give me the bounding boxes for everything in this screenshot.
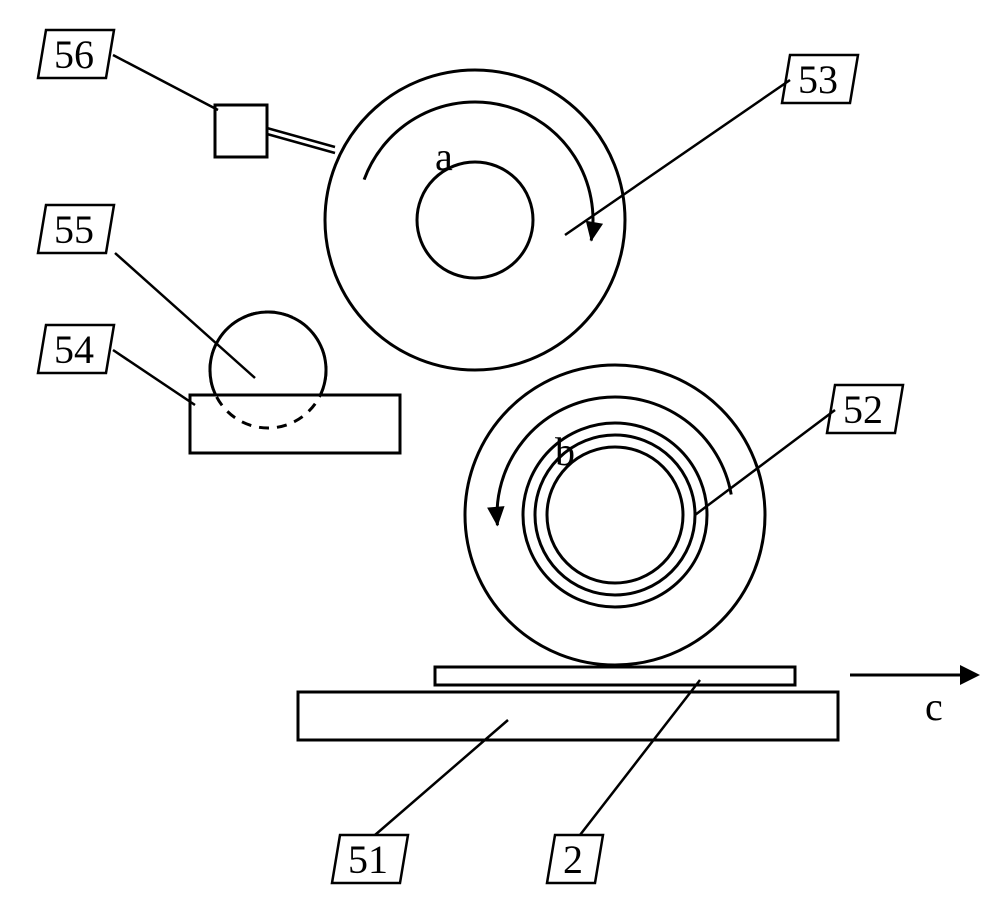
lower-wheel bbox=[465, 365, 765, 665]
mechanical-diagram: 51 2 54 55 b 52 a 53 56 c bbox=[0, 0, 1000, 904]
svg-text:2: 2 bbox=[563, 837, 583, 882]
svg-text:56: 56 bbox=[54, 32, 94, 77]
svg-text:54: 54 bbox=[54, 327, 94, 372]
base-plate bbox=[298, 692, 838, 740]
svg-text:b: b bbox=[555, 429, 575, 474]
svg-text:52: 52 bbox=[843, 387, 883, 432]
small-box bbox=[215, 105, 267, 157]
svg-text:c: c bbox=[925, 684, 943, 729]
svg-text:a: a bbox=[435, 134, 453, 179]
svg-text:55: 55 bbox=[54, 207, 94, 252]
upper-wheel bbox=[325, 70, 625, 370]
svg-text:53: 53 bbox=[798, 57, 838, 102]
thin-plate bbox=[435, 667, 795, 685]
svg-text:51: 51 bbox=[348, 837, 388, 882]
